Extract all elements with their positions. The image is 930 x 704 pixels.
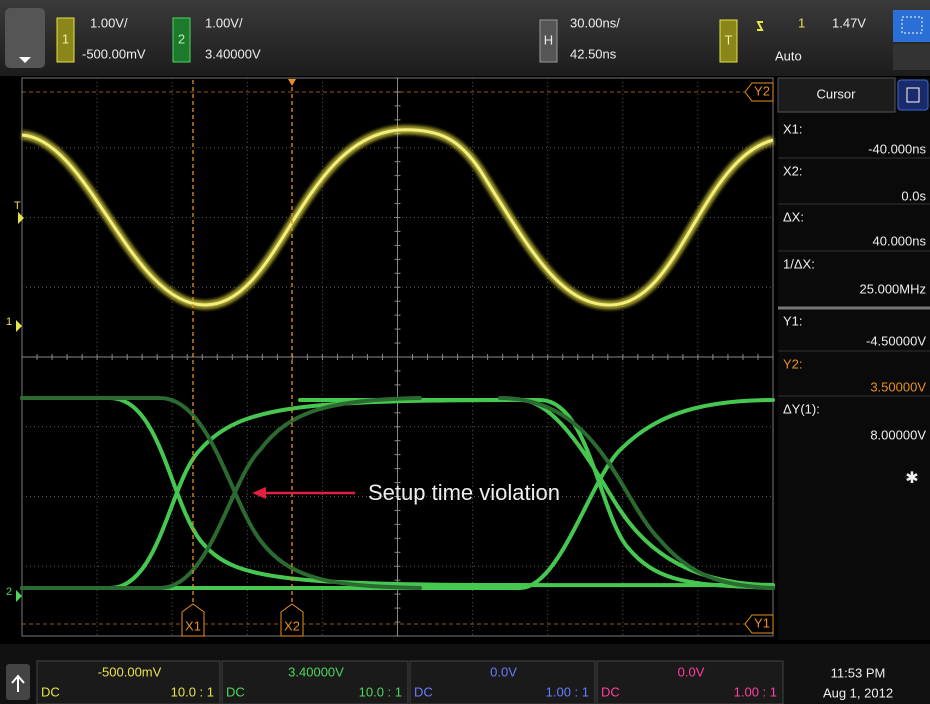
channel-offset: 0.0V (490, 664, 517, 679)
channel1-scale: 1.00V/ (90, 15, 128, 30)
y2-label: Y2 (754, 83, 770, 98)
cursor-value: 3.50000V (870, 379, 926, 394)
cursor-panel-title: Cursor (816, 86, 856, 101)
channel-offset: 0.0V (678, 664, 705, 679)
channel2-offset: 3.40000V (205, 46, 261, 61)
horizontal-label: H (544, 32, 553, 47)
channel-boxes: -500.00mV DC 10.0 : 1 3.40000V DC 10.0 : 1 0.0… (37, 661, 783, 704)
cursor-value: 0.0s (901, 188, 926, 203)
horizontal-delay: 42.50ns (570, 46, 617, 61)
cursor-label: X1: (783, 121, 803, 136)
cursor-label: X2: (783, 163, 803, 178)
channel-offset: 3.40000V (288, 664, 344, 679)
channel-coupling: DC (414, 684, 433, 699)
cursor-value: 25.000MHz (860, 281, 926, 296)
x1-label: X1 (185, 618, 201, 633)
settings-gear[interactable]: ✱ (905, 470, 918, 487)
clock-time: 11:53 PM (831, 665, 886, 680)
cursor-label: Y2: (783, 356, 803, 371)
panel-menu-button[interactable] (898, 80, 928, 110)
trigger-level-marker: T (14, 200, 21, 212)
cursor-value: 40.000ns (873, 233, 927, 248)
cursor-value: -40.000ns (868, 141, 926, 156)
channel-probe: 10.0 : 1 (171, 684, 214, 699)
channel1-number: 1 (62, 31, 69, 46)
channel2-scale: 1.00V/ (205, 15, 243, 30)
horizontal-scale: 30.00ns/ (570, 15, 620, 30)
channel-probe: 1.00 : 1 (734, 684, 777, 699)
touch-button[interactable] (893, 44, 930, 70)
trigger-level: 1.47V (832, 15, 866, 30)
channel-coupling: DC (601, 684, 620, 699)
top-bar (0, 0, 930, 76)
cursor-label: 1/ΔX: (783, 256, 815, 271)
trigger-mode: Auto (775, 48, 802, 63)
channel-probe: 10.0 : 1 (359, 684, 402, 699)
ch1-ground-marker: 1 (6, 316, 12, 328)
ch2-ground-marker: 2 (6, 586, 12, 598)
channel-coupling: DC (226, 684, 245, 699)
y1-label: Y1 (754, 615, 770, 630)
trigger-source: 1 (798, 15, 805, 30)
channel-coupling: DC (41, 684, 60, 699)
channel2-number: 2 (178, 31, 185, 46)
annotation: Setup time violation (368, 480, 560, 505)
cursor-label: Y1: (783, 313, 803, 328)
zoom-button[interactable] (893, 10, 930, 42)
trigger-label: T (725, 32, 733, 47)
clock-date: Aug 1, 2012 (823, 685, 893, 700)
cursor-value: 8.00000V (870, 427, 926, 442)
cursor-label: ΔY(1): (783, 401, 820, 416)
cursor-value: -4.50000V (866, 333, 926, 348)
channel-offset: -500.00mV (98, 664, 162, 679)
x2-label: X2 (284, 618, 300, 633)
channel1-offset: -500.00mV (82, 46, 146, 61)
cursor-label: ΔX: (783, 209, 804, 224)
oscilloscope-screen: 1 1.00V/ -500.00mV 2 1.00V/ 3.40000V H 3… (0, 0, 930, 704)
ch1-ground-arrow (16, 320, 22, 332)
channel-probe: 1.00 : 1 (546, 684, 589, 699)
